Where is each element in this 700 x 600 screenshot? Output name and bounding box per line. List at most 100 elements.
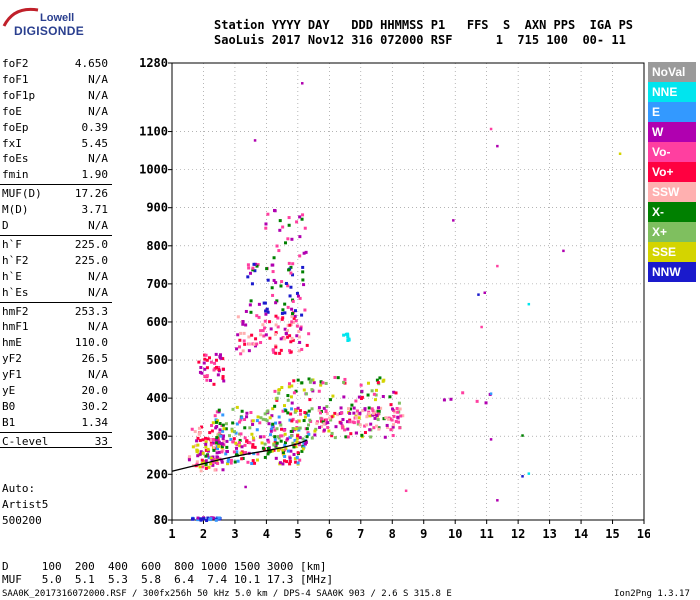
echo-point xyxy=(310,388,314,392)
echo-point xyxy=(218,353,222,357)
echo-point xyxy=(333,375,337,379)
echo-point xyxy=(279,337,283,341)
echo-point xyxy=(211,438,215,442)
echo-point xyxy=(275,244,279,248)
echo-point xyxy=(217,368,221,372)
x-tick-label: 2 xyxy=(200,527,207,541)
echo-point xyxy=(253,269,257,273)
echo-point xyxy=(368,414,372,418)
param-name: foEs xyxy=(2,152,29,166)
echo-point xyxy=(224,452,228,456)
echo-point xyxy=(365,415,369,419)
echo-point xyxy=(319,419,323,423)
echo-point xyxy=(233,460,237,464)
echo-point xyxy=(195,462,199,466)
y-tick-label: 400 xyxy=(146,391,168,405)
echo-point xyxy=(301,447,305,451)
echo-point xyxy=(392,390,396,394)
logo-lowell: Lowell xyxy=(40,12,75,24)
echo-point xyxy=(298,426,302,430)
echo-point xyxy=(215,441,219,445)
echo-point xyxy=(291,273,295,277)
echo-point xyxy=(283,311,287,315)
echo-point xyxy=(215,410,219,414)
echo-point xyxy=(304,440,308,444)
echo-point xyxy=(213,361,217,365)
param-value: N/A xyxy=(88,152,108,166)
echo-point xyxy=(275,299,279,303)
echo-point xyxy=(214,426,218,430)
echo-point xyxy=(215,447,219,451)
echo-point xyxy=(293,438,297,442)
y-tick-label: 300 xyxy=(146,429,168,443)
echo-point xyxy=(296,406,300,410)
echo-point xyxy=(305,427,309,431)
echo-point xyxy=(484,401,488,405)
echo-point xyxy=(365,423,369,427)
echo-point xyxy=(363,424,367,428)
echo-point xyxy=(255,342,259,346)
echo-point xyxy=(273,332,277,336)
param-name: M(D) xyxy=(2,203,29,217)
echo-point xyxy=(220,460,224,464)
echo-point xyxy=(346,427,350,431)
echo-point xyxy=(288,349,292,353)
echo-point xyxy=(196,454,200,458)
echo-point xyxy=(301,270,305,274)
echo-point xyxy=(306,431,310,435)
echo-point xyxy=(298,458,302,462)
echo-point xyxy=(201,465,205,469)
echo-point xyxy=(243,342,247,346)
echo-point xyxy=(354,399,358,403)
echo-point xyxy=(249,310,253,314)
echo-point xyxy=(286,398,290,402)
echo-point xyxy=(307,423,311,427)
echo-point xyxy=(240,416,244,420)
echo-point xyxy=(352,411,356,415)
echo-point xyxy=(202,361,206,365)
echo-point xyxy=(274,421,278,425)
echo-point xyxy=(288,456,292,460)
echo-point xyxy=(286,394,290,398)
echo-point xyxy=(279,439,283,443)
echo-point xyxy=(261,329,265,333)
param-name: fxI xyxy=(2,136,22,150)
echo-point xyxy=(241,452,245,456)
echo-point xyxy=(249,411,253,415)
echo-point xyxy=(267,450,271,454)
echo-point xyxy=(281,335,285,339)
echo-point xyxy=(237,441,241,445)
echo-point xyxy=(292,379,296,383)
echo-point xyxy=(391,434,395,438)
echo-point xyxy=(217,440,221,444)
echo-point xyxy=(210,424,214,428)
echo-point xyxy=(278,219,282,223)
echo-point xyxy=(290,320,294,324)
echo-point xyxy=(204,459,208,463)
echo-point xyxy=(261,446,265,450)
echo-point xyxy=(268,336,272,340)
legend-item: Vo+ xyxy=(648,162,696,182)
echo-point xyxy=(272,350,276,354)
echo-point xyxy=(221,423,225,427)
echo-point xyxy=(272,443,276,447)
echo-point xyxy=(256,452,260,456)
echo-point xyxy=(287,385,291,389)
echo-point xyxy=(297,349,301,353)
echo-point xyxy=(215,436,219,440)
echo-point xyxy=(241,320,245,324)
echo-point xyxy=(291,299,295,303)
echo-point xyxy=(286,437,290,441)
echo-point xyxy=(250,282,254,286)
echo-point xyxy=(298,340,302,344)
echo-point xyxy=(346,333,350,337)
echo-point xyxy=(215,438,219,442)
echo-point xyxy=(347,338,351,342)
echo-point xyxy=(199,450,203,454)
echo-point xyxy=(384,416,388,420)
echo-point xyxy=(216,461,220,465)
echo-point xyxy=(256,415,260,419)
echo-point xyxy=(222,379,226,383)
echo-point-outlier xyxy=(562,249,565,253)
